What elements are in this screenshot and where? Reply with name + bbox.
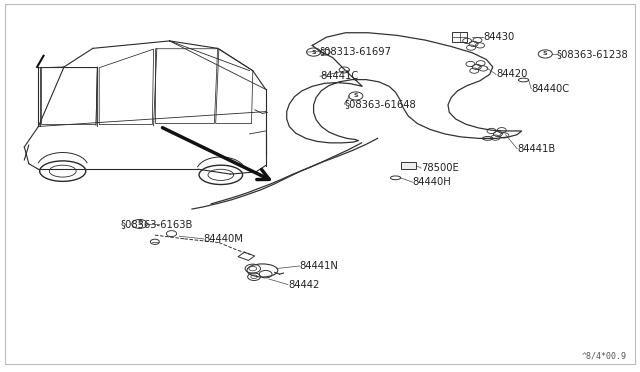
Text: 84440C: 84440C (531, 84, 570, 93)
Text: S: S (311, 49, 316, 55)
FancyBboxPatch shape (401, 162, 416, 169)
Text: S: S (543, 51, 548, 57)
Text: 84442: 84442 (288, 280, 319, 289)
Text: §08363-6163B: §08363-6163B (120, 219, 193, 229)
Text: ^8/4*00.9: ^8/4*00.9 (582, 352, 627, 361)
FancyBboxPatch shape (452, 32, 467, 42)
Text: 84441N: 84441N (300, 261, 339, 271)
Text: 84440H: 84440H (413, 177, 452, 187)
Text: §08363-61648: §08363-61648 (344, 99, 416, 109)
Text: 84440M: 84440M (204, 234, 243, 244)
Text: 84441B: 84441B (517, 144, 556, 154)
Text: §08313-61697: §08313-61697 (320, 46, 392, 56)
Text: 84430: 84430 (483, 32, 515, 42)
Text: 84441C: 84441C (320, 71, 358, 81)
Text: 84420: 84420 (496, 70, 527, 79)
Text: §08363-61238: §08363-61238 (557, 49, 628, 59)
Text: 78500E: 78500E (421, 163, 459, 173)
Text: S: S (353, 93, 358, 99)
Text: S: S (137, 221, 142, 227)
